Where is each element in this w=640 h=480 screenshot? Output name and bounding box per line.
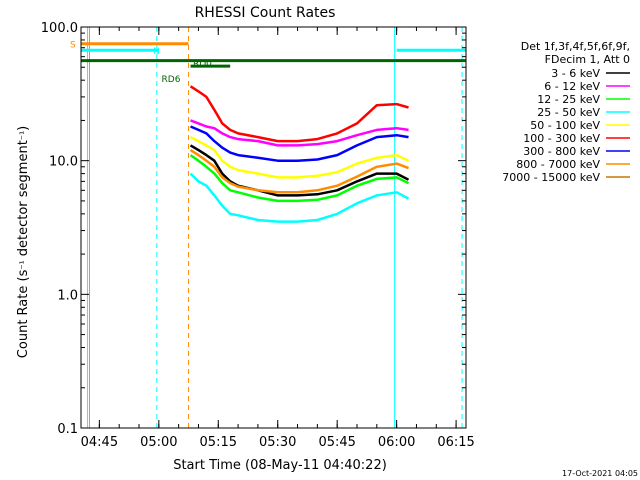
- chart-title: RHESSI Count Rates: [195, 5, 336, 21]
- legend-label-7: 800 - 7000 keV: [516, 158, 600, 171]
- series-line-7: [189, 149, 409, 194]
- series-line-4: [189, 135, 410, 179]
- legend-label-3: 25 - 50 keV: [537, 106, 600, 119]
- series-line-3: [189, 172, 410, 223]
- legend-label-6: 300 - 800 keV: [523, 145, 600, 158]
- flag-label-4: RD6: [162, 75, 181, 85]
- legend-header-1: FDecim 1, Att 0: [545, 53, 630, 66]
- legend-label-8: 7000 - 15000 keV: [502, 171, 600, 184]
- y-tick-label: 0.1: [57, 422, 78, 437]
- y-tick-label: 100.0: [41, 21, 78, 36]
- x-tick-label: 06:15: [437, 435, 474, 450]
- legend-label-4: 50 - 100 keV: [530, 119, 600, 132]
- series-line-6: [190, 125, 409, 162]
- y-axis-label: Count Rate (s⁻¹ detector segment⁻¹): [16, 126, 31, 358]
- legend-label-0: 3 - 6 keV: [551, 67, 600, 80]
- series-line-1: [190, 119, 409, 147]
- legend: Det 1f,3f,4f,5f,6f,9f,FDecim 1, Att 03 -…: [502, 40, 630, 184]
- series-line-5: [189, 85, 409, 143]
- x-axis-label: Start Time (08-May-11 04:40:22): [173, 458, 387, 473]
- x-tick-label: 04:45: [81, 435, 118, 450]
- series-line-2: [189, 154, 410, 203]
- flag-label-1: N: [153, 47, 160, 57]
- footer-date: 17-Oct-2021 04:05: [562, 469, 638, 478]
- x-tick-label: 05:45: [318, 435, 355, 450]
- y-axis: 0.1 1.0 10.0 100.0: [41, 21, 466, 437]
- legend-label-2: 12 - 25 keV: [537, 93, 600, 106]
- y-tick-label: 10.0: [49, 155, 78, 170]
- flag-label-0: S: [70, 41, 76, 51]
- legend-label-5: 100 - 300 keV: [523, 132, 600, 145]
- legend-header-0: Det 1f,3f,4f,5f,6f,9f,: [521, 40, 630, 53]
- plot-area: SNRD0RD6: [70, 26, 467, 429]
- series-line-0: [189, 144, 410, 197]
- legend-label-1: 6 - 12 keV: [544, 80, 600, 93]
- x-tick-label: 05:30: [259, 435, 296, 450]
- x-axis: 04:45 05:00 05:15 05:30 05:45 06:00 06:15: [81, 27, 475, 450]
- y-tick-label: 1.0: [57, 288, 78, 303]
- plot-frame: [80, 26, 467, 429]
- x-tick-label: 05:00: [140, 435, 177, 450]
- x-tick-label: 05:15: [200, 435, 237, 450]
- x-tick-label: 06:00: [378, 435, 415, 450]
